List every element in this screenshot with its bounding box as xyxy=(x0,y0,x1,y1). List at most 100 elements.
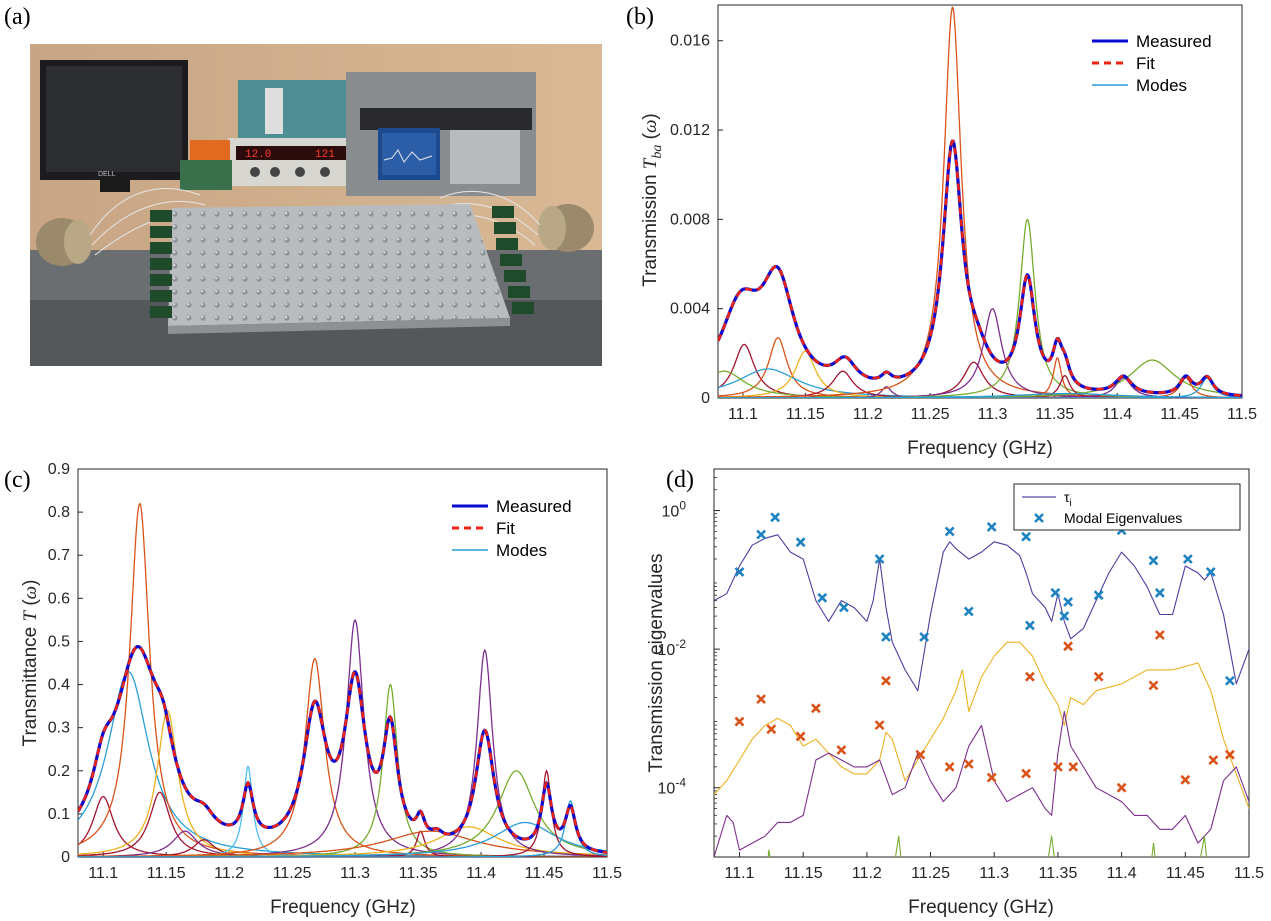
chart-d-frame xyxy=(713,468,1250,858)
y-tick-label: 0 xyxy=(701,390,710,407)
mode-curve xyxy=(718,377,1242,398)
y-tick-label: 0.4 xyxy=(48,677,70,694)
eigenvalue-curve xyxy=(714,710,1249,857)
x-tick-label: 11.35 xyxy=(1035,406,1074,423)
y-tick-label: 0.5 xyxy=(48,633,70,650)
chart-b-xlabel: Frequency (GHz) xyxy=(907,438,1053,459)
horn-right xyxy=(538,204,594,252)
y-tick-label: 0.1 xyxy=(48,806,70,823)
chart-d-plot-area xyxy=(714,512,1249,857)
x-tick-label: 11.3 xyxy=(979,865,1009,882)
x-tick-label: 11.5 xyxy=(1234,865,1264,882)
legend-modes-label: Modes xyxy=(1136,76,1187,95)
chart-c-frame xyxy=(77,468,608,858)
x-tick-label: 11.25 xyxy=(273,865,312,882)
legend-marker-cross xyxy=(1034,513,1044,523)
modal-eigenvalue-marker xyxy=(817,592,828,603)
chart-b-ylabel: Transmission Tba (ω) xyxy=(640,113,665,286)
modal-eigenvalue-marker xyxy=(1024,620,1035,631)
chart-c-xlabel: Frequency (GHz) xyxy=(270,897,416,918)
legend-measured-label: Measured xyxy=(496,497,572,516)
chart-b-plot-area xyxy=(718,6,1242,398)
x-tick-label: 11.1 xyxy=(88,865,118,882)
mode-curve xyxy=(78,830,607,857)
mode-curve xyxy=(718,392,1242,398)
mode-curve xyxy=(718,6,1242,398)
modal-eigenvalue-marker xyxy=(944,761,955,772)
modal-eigenvalue-marker xyxy=(963,606,974,617)
x-tick-label: 11.3 xyxy=(340,865,370,882)
modal-eigenvalue-marker xyxy=(795,537,806,548)
modal-eigenvalue-marker xyxy=(766,724,777,735)
chart-d-xlabel: Frequency (GHz) xyxy=(908,897,1054,918)
x-tick-label: 11.4 xyxy=(1102,406,1132,423)
modal-eigenvalue-marker xyxy=(881,675,891,686)
x-tick-label: 11.5 xyxy=(592,865,622,882)
modal-eigenvalue-marker xyxy=(1154,630,1165,640)
chart-b: 11.1 11.15 11.2 11.25 11.3 11.35 11.4 11.45 11.5… xyxy=(640,4,1257,459)
modal-eigenvalue-marker xyxy=(756,529,767,540)
psu-display-right: 121 xyxy=(315,149,335,161)
modal-eigenvalue-marker xyxy=(1224,675,1235,686)
y-tick-label: 10-2 xyxy=(658,637,687,659)
modal-eigenvalue-marker xyxy=(874,554,885,564)
y-tick-label: 0 xyxy=(61,849,70,866)
modal-eigenvalue-marker xyxy=(1180,774,1191,785)
modal-eigenvalue-marker xyxy=(1148,680,1159,691)
y-tick-label: 0.2 xyxy=(48,763,70,780)
modal-eigenvalue-marker xyxy=(1182,554,1193,564)
chart-d-ylabel: Transmission eigenvalues xyxy=(646,554,667,773)
modal-eigenvalue-marker xyxy=(1148,555,1159,566)
monitor-brand: DELL xyxy=(98,171,116,178)
x-tick-label: 11.15 xyxy=(784,865,823,882)
lab-setup-photo: DELL 12.0 121 xyxy=(30,44,602,366)
modal-eigenvalue-marker xyxy=(1208,755,1219,766)
modal-eigenvalue-marker xyxy=(1116,782,1127,793)
chart-c-y-ticks: 0 0.1 0.2 0.3 0.4 0.5 0.6 0.7 0.8 0.9 xyxy=(48,461,83,866)
x-tick-label: 11.25 xyxy=(911,406,950,423)
modal-eigenvalue-marker xyxy=(795,731,806,742)
chart-c-ylabel: Transmittance T (ω) xyxy=(20,580,41,747)
x-tick-label: 11.45 xyxy=(1160,406,1199,423)
chart-d-legend: τi Modal Eigenvalues xyxy=(1013,483,1241,531)
chart-c: 11.1 11.15 11.2 11.25 11.3 11.35 11.4 11.45 11.5… xyxy=(20,461,622,918)
modal-eigenvalue-marker xyxy=(1021,531,1032,542)
modal-eigenvalue-marker xyxy=(915,749,926,760)
mode-curve xyxy=(78,770,607,857)
mode-curve xyxy=(718,343,1242,398)
y-tick-label: 0.9 xyxy=(48,461,70,478)
mode-curve xyxy=(78,830,607,857)
modal-eigenvalue-marker xyxy=(734,716,745,727)
y-tick-label: 0.012 xyxy=(670,122,710,139)
mode-curve xyxy=(718,218,1242,398)
mode-curve xyxy=(78,769,607,857)
y-tick-label: 100 xyxy=(662,499,687,521)
mode-curve xyxy=(78,830,607,857)
modal-eigenvalue-marker xyxy=(874,720,885,731)
modal-eigenvalue-marker xyxy=(1059,611,1070,622)
x-tick-label: 11.15 xyxy=(786,406,825,423)
chart-d-x-ticks: 11.1 11.15 11.2 11.25 11.3 11.35 11.4 11.45 11.5 xyxy=(724,852,1264,882)
chart-d-y-ticks: 100 10-2 10-4 xyxy=(658,477,720,837)
keyboard xyxy=(360,108,532,130)
chart-d-legend-box xyxy=(1013,483,1241,531)
chart-b-frame xyxy=(717,4,1243,399)
chart-c-x-ticks: 11.1 11.15 11.2 11.25 11.3 11.35 11.4 11.45 11.5 xyxy=(88,852,622,882)
legend-fit-label: Fit xyxy=(496,519,515,538)
y-tick-label: 0.7 xyxy=(48,547,70,564)
modal-eigenvalue-marker xyxy=(756,694,767,705)
legend-modes-label: Modes xyxy=(496,541,547,560)
legend-tau-label: τi xyxy=(1064,489,1072,509)
eigenvalue-curve xyxy=(714,534,1249,692)
modal-eigenvalue-marker xyxy=(963,759,974,769)
y-tick-label: 0.8 xyxy=(48,504,70,521)
modal-eigenvalue-marker xyxy=(839,602,849,613)
fit-line xyxy=(718,139,1242,397)
x-tick-label: 11.1 xyxy=(728,406,758,423)
modal-eigenvalue-marker xyxy=(734,567,745,577)
panel-letter-b: (b) xyxy=(626,4,654,30)
modal-eigenvalue-marker xyxy=(1224,749,1235,760)
y-tick-label: 10-4 xyxy=(658,776,687,798)
modal-eigenvalue-marker xyxy=(810,703,821,714)
